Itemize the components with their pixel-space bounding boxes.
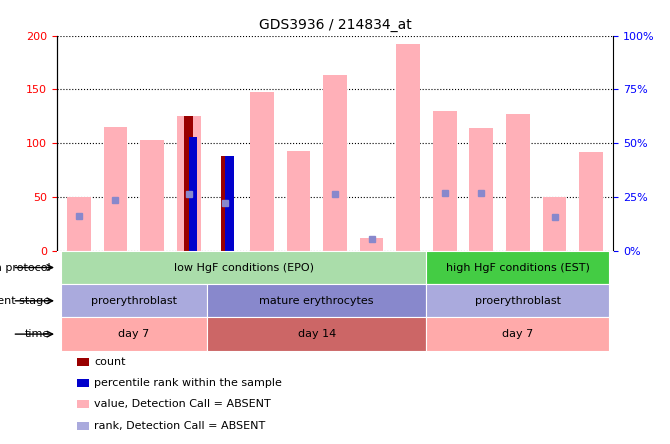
Bar (433, 111, 457, 251)
Text: mature erythrocytes: mature erythrocytes (259, 296, 374, 306)
Bar (323, 75, 347, 251)
Bar (427, 251, 610, 284)
Text: proerythroblast: proerythroblast (475, 296, 561, 306)
Bar (184, 116, 193, 251)
Bar (470, 128, 493, 251)
Bar (225, 156, 234, 251)
Bar (189, 137, 197, 251)
Bar (207, 284, 427, 317)
Bar (396, 44, 420, 251)
Bar (250, 91, 274, 251)
Bar (506, 114, 530, 251)
Text: proerythroblast: proerythroblast (90, 296, 177, 306)
Bar (579, 152, 603, 251)
Text: growth protocol: growth protocol (0, 262, 50, 273)
Bar (177, 116, 200, 251)
Bar (60, 251, 427, 284)
Text: percentile rank within the sample: percentile rank within the sample (94, 378, 282, 388)
Bar (60, 284, 207, 317)
Bar (67, 197, 91, 251)
Text: count: count (94, 357, 126, 367)
Bar (287, 151, 310, 251)
Bar (60, 317, 207, 351)
Bar (543, 197, 566, 251)
Bar (427, 284, 610, 317)
Text: day 7: day 7 (502, 329, 533, 339)
Bar (207, 317, 427, 351)
Bar (360, 238, 383, 251)
Bar (221, 156, 229, 251)
Text: low HgF conditions (EPO): low HgF conditions (EPO) (174, 262, 314, 273)
Title: GDS3936 / 214834_at: GDS3936 / 214834_at (259, 18, 411, 32)
Bar (427, 317, 610, 351)
Text: day 7: day 7 (118, 329, 149, 339)
Text: time: time (25, 329, 50, 339)
Text: day 14: day 14 (297, 329, 336, 339)
Text: development stage: development stage (0, 296, 50, 306)
Text: rank, Detection Call = ABSENT: rank, Detection Call = ABSENT (94, 421, 266, 431)
Text: value, Detection Call = ABSENT: value, Detection Call = ABSENT (94, 400, 271, 409)
Bar (104, 127, 127, 251)
Bar (140, 140, 164, 251)
Text: high HgF conditions (EST): high HgF conditions (EST) (446, 262, 590, 273)
